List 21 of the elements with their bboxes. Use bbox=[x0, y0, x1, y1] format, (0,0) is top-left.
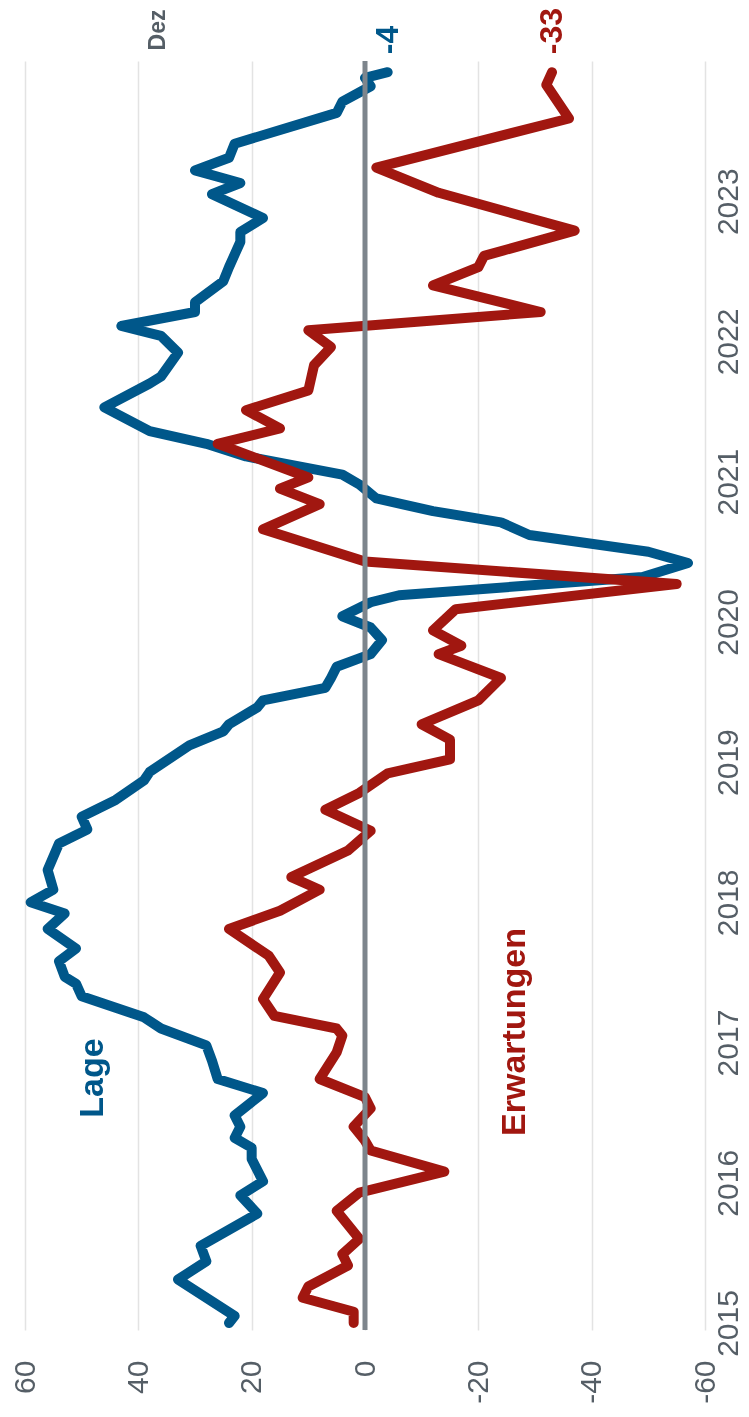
y-tick-label: 2019 bbox=[710, 729, 744, 796]
y-tick-label: 2015 bbox=[710, 1290, 744, 1357]
y-tick-label: 2023 bbox=[710, 168, 744, 236]
y-tick-label: 2021 bbox=[710, 448, 744, 516]
x-tick-label: -20 bbox=[460, 1360, 494, 1404]
y-tick-label: 2022 bbox=[710, 308, 744, 376]
x-tick-label: 0 bbox=[347, 1360, 381, 1378]
x-tick-label: 60 bbox=[7, 1360, 41, 1394]
y-tick-label: 2016 bbox=[710, 1149, 744, 1217]
x-tick-label: -40 bbox=[574, 1360, 608, 1404]
data-label: -4 bbox=[368, 25, 405, 55]
text: Dez bbox=[144, 9, 170, 51]
y-tick-label: 2017 bbox=[710, 1009, 744, 1077]
x-tick-label: 20 bbox=[234, 1360, 268, 1394]
x-tick-label: -60 bbox=[687, 1360, 721, 1404]
data-label: -33 bbox=[533, 7, 569, 55]
text: Lage bbox=[72, 1038, 110, 1118]
y-tick-label: 2018 bbox=[710, 869, 744, 937]
text: Erwartungen bbox=[494, 928, 532, 1136]
x-tick-label: 40 bbox=[120, 1360, 154, 1394]
y-tick-label: 2020 bbox=[710, 589, 744, 656]
